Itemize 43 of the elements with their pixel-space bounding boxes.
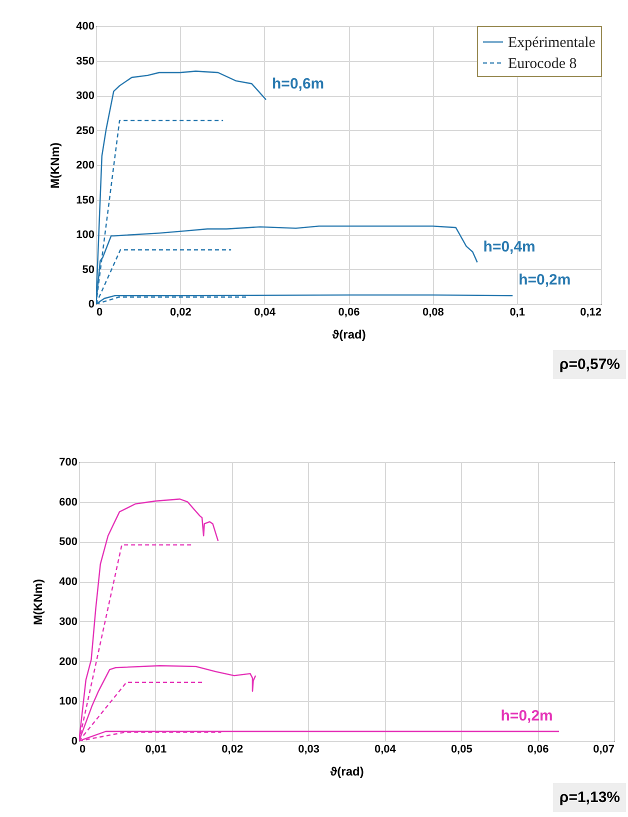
y-tick-label: 350 [76,55,94,68]
x-tick-label: 0,05 [450,744,472,756]
x-axis-title: ϑ(rad) [330,764,364,778]
y-tick-label: 300 [76,90,94,102]
x-tick-label: 0 [96,306,103,318]
y-tick-label: 300 [59,616,78,628]
x-tick-label: 0,06 [338,306,360,318]
text: ρ=1,13% [553,783,626,812]
x-axis-title: ϑ(rad) [332,328,366,342]
x-tick-label: 0,08 [422,306,444,318]
legend-label: Expérimentale [508,35,596,51]
y-tick-label: 400 [59,576,78,588]
y-tick-label: 700 [59,456,78,468]
y-tick-label: 400 [76,20,94,32]
x-tick-label: 0,12 [580,306,602,318]
y-tick-label: 0 [71,736,78,748]
annotation: h=0,6m [272,76,324,93]
y-tick-label: 200 [76,160,94,172]
y-tick-label: 50 [82,264,94,276]
annotation: h=0,2m [518,272,571,289]
x-tick-label: 0,04 [254,306,276,318]
x-tick-label: 0,01 [145,744,167,756]
y-tick-label: 200 [59,656,78,668]
x-tick-label: 0,02 [170,306,192,318]
legend-label: Eurocode 8 [508,56,577,72]
y-axis-title: M(KNm) [48,142,62,188]
x-tick-label: 0,06 [527,744,549,756]
x-tick-label: 0,02 [222,744,244,756]
y-tick-label: 0 [88,298,94,310]
x-tick-label: 0,07 [593,744,614,756]
annotation: h=0,2m [500,707,553,724]
y-tick-label: 150 [76,194,94,206]
y-axis-title: M(KNm) [31,579,46,625]
y-tick-label: 600 [59,496,78,508]
y-tick-label: 250 [76,124,94,137]
x-tick-label: 0,1 [510,306,525,318]
text: ρ=0,57% [553,350,626,379]
y-tick-label: 100 [59,696,78,708]
y-tick-label: 500 [59,536,78,548]
annotation: h=0,4m [483,238,536,256]
x-tick-label: 0,04 [374,744,397,756]
y-tick-label: 100 [76,229,94,241]
x-tick-label: 0,03 [298,744,320,756]
